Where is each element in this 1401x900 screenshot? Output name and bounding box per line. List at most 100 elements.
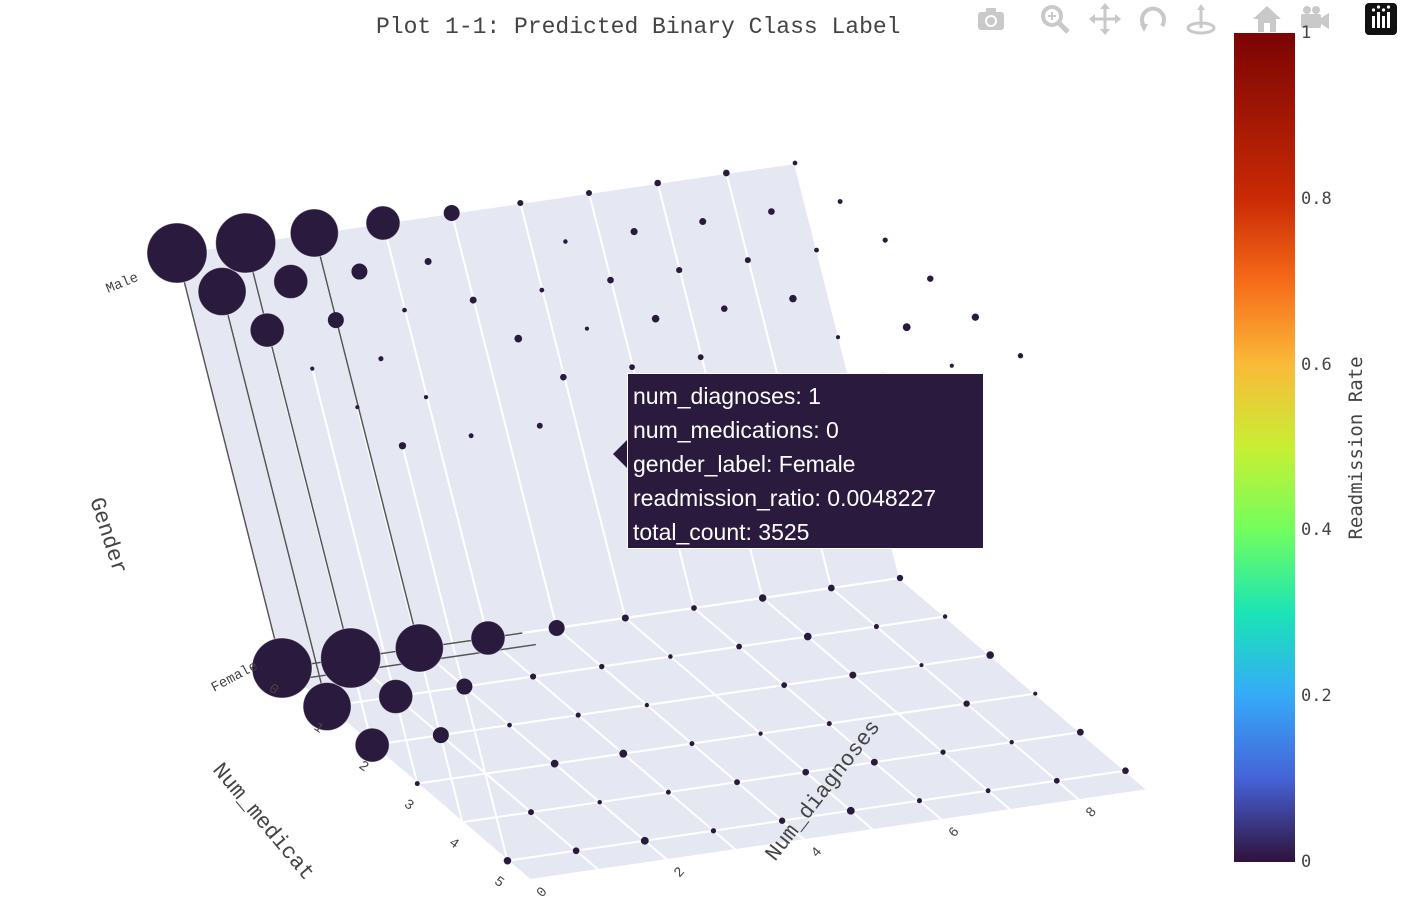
orbit-rotation-icon[interactable] xyxy=(1136,2,1170,36)
data-point xyxy=(550,759,559,768)
data-point xyxy=(919,663,924,668)
tooltip-pointer xyxy=(613,440,627,468)
data-point xyxy=(927,275,934,282)
data-point xyxy=(251,637,313,699)
data-point xyxy=(539,287,545,293)
data-point xyxy=(607,276,614,284)
axis-panes xyxy=(175,161,1151,883)
data-points xyxy=(146,160,1129,865)
gridline xyxy=(382,222,489,639)
data-point xyxy=(584,326,589,331)
gridline xyxy=(401,445,509,861)
data-point xyxy=(665,789,671,795)
data-point xyxy=(560,373,567,381)
data-point xyxy=(691,605,697,611)
data-point xyxy=(354,727,390,763)
data-point xyxy=(355,405,360,410)
data-point xyxy=(432,727,449,744)
data-point xyxy=(378,356,384,362)
last-save-camera-icon[interactable] xyxy=(1298,2,1332,36)
data-point xyxy=(849,671,857,679)
y-tick-label: 5 xyxy=(491,874,507,892)
data-point xyxy=(215,212,277,274)
colorbar-title: Readmission Rate xyxy=(1345,356,1367,540)
data-point xyxy=(942,614,948,619)
data-point xyxy=(916,798,922,804)
colorbar-tick-label: 0 xyxy=(1301,852,1312,872)
x-tick-label: 6 xyxy=(946,824,964,841)
data-point xyxy=(778,817,786,824)
data-point xyxy=(443,205,460,221)
data-point xyxy=(971,313,980,321)
data-point xyxy=(896,574,904,582)
tooltip-line: num_diagnoses: 1 xyxy=(633,383,821,409)
data-point xyxy=(736,643,742,650)
data-point xyxy=(644,702,650,708)
data-point xyxy=(676,267,683,274)
hover-tooltip: num_diagnoses: 1 num_medications: 0 gend… xyxy=(627,373,984,549)
colorbar-tick-label: 0.6 xyxy=(1301,355,1332,375)
gridline xyxy=(356,406,464,823)
data-point xyxy=(503,856,512,865)
data-point xyxy=(1122,767,1129,775)
data-point xyxy=(469,296,477,304)
data-point xyxy=(803,632,812,641)
data-point xyxy=(289,208,339,258)
data-point xyxy=(310,366,315,371)
gridline xyxy=(462,731,1081,824)
drop-line xyxy=(313,232,421,649)
zoom-icon[interactable] xyxy=(1038,2,1072,36)
data-point xyxy=(599,663,605,670)
z-tick-label: Male xyxy=(104,270,141,297)
data-point xyxy=(654,179,661,187)
pan-icon[interactable] xyxy=(1088,2,1122,36)
data-point xyxy=(744,257,751,264)
data-point xyxy=(586,190,592,196)
data-point xyxy=(414,781,420,787)
x-tick-label: 8 xyxy=(1083,804,1101,821)
data-point xyxy=(768,208,775,215)
turntable-rotation-icon[interactable] xyxy=(1184,2,1218,36)
data-point xyxy=(529,673,537,680)
data-point xyxy=(949,363,954,368)
camera-icon[interactable] xyxy=(974,2,1008,36)
data-point xyxy=(723,169,730,177)
gridline xyxy=(624,617,874,831)
data-point xyxy=(781,682,788,688)
data-point xyxy=(792,160,798,166)
data-point xyxy=(468,433,474,439)
data-point xyxy=(1009,740,1014,745)
colorbar-tick-label: 0.8 xyxy=(1301,189,1332,209)
data-point xyxy=(1076,728,1084,736)
data-point xyxy=(986,651,994,659)
data-point xyxy=(548,620,565,636)
data-point xyxy=(402,307,407,313)
data-point xyxy=(814,247,819,253)
tooltip-line: total_count: 3525 xyxy=(633,519,810,545)
plotly-logo-icon[interactable] xyxy=(1364,2,1398,36)
data-point xyxy=(528,809,535,816)
data-point xyxy=(273,264,309,300)
data-point xyxy=(507,722,512,728)
data-point xyxy=(699,218,707,226)
data-point xyxy=(758,731,763,736)
gridline xyxy=(507,769,1126,862)
data-point xyxy=(758,594,767,602)
data-point xyxy=(689,741,695,747)
data-point xyxy=(1033,691,1038,696)
data-point xyxy=(146,222,208,284)
data-point xyxy=(668,654,673,659)
data-point xyxy=(351,263,368,280)
data-point xyxy=(249,312,285,348)
reset-camera-icon[interactable] xyxy=(1250,2,1284,36)
data-point xyxy=(629,364,635,371)
data-point xyxy=(365,205,401,241)
colorbar-gradient xyxy=(1234,33,1295,862)
data-point xyxy=(940,749,946,755)
data-point xyxy=(619,749,628,758)
data-point xyxy=(378,679,414,715)
colorbar-tick-label: 0.2 xyxy=(1301,686,1332,706)
data-point xyxy=(882,237,888,243)
data-point xyxy=(1053,777,1060,784)
